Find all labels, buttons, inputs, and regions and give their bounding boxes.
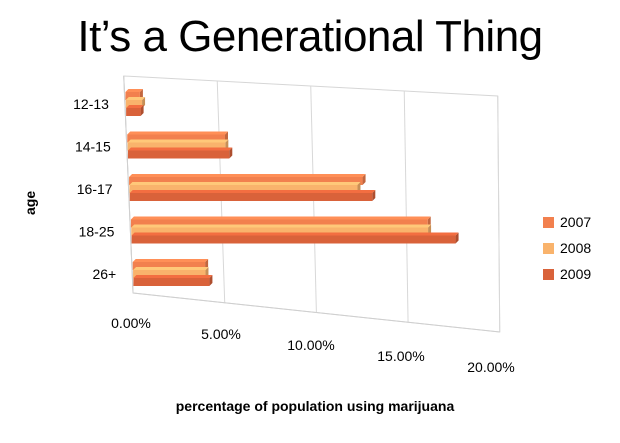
bar-side-16-17-2007 (362, 174, 366, 185)
bar-26+-2007 (132, 262, 206, 270)
bar-26+-2009 (133, 278, 210, 286)
bar-18-25-2007 (130, 219, 428, 228)
x-tick-label: 5.00% (201, 326, 241, 342)
legend-label-2008: 2008 (560, 240, 592, 256)
bar-side-12-13-2009 (140, 105, 144, 116)
legend-swatch-2007 (543, 216, 554, 228)
bar-top-12-13-2007 (125, 89, 143, 92)
bar-top-16-17-2008 (129, 182, 361, 185)
bar-top-18-25-2009 (131, 232, 459, 236)
x-tick-label: 10.00% (287, 337, 334, 353)
gridline-x (403, 90, 409, 323)
legend-label-2009: 2009 (560, 266, 592, 282)
bar-top-18-25-2008 (131, 224, 432, 228)
bar-12-13-2009 (126, 108, 141, 116)
gridline-x (497, 95, 501, 333)
bar-26+-2008 (133, 270, 206, 278)
bar-top-18-25-2007 (130, 216, 431, 220)
y-tick-label: 16-17 (77, 181, 113, 197)
bar-side-18-25-2009 (455, 232, 459, 244)
legend-swatch-2009 (543, 268, 554, 280)
bar-side-14-15-2009 (229, 147, 233, 159)
bar-top-14-15-2009 (127, 147, 233, 151)
x-tick-label: 15.00% (377, 348, 424, 364)
bar-top-26+-2008 (133, 267, 209, 270)
bar-top-12-13-2009 (126, 105, 144, 108)
bar-14-15-2009 (127, 150, 230, 159)
bar-14-15-2008 (127, 142, 226, 151)
legend: 2007 2008 2009 (543, 209, 591, 287)
bar-18-25-2009 (131, 235, 456, 244)
bar-16-17-2007 (129, 177, 363, 185)
x-axis-line (132, 292, 500, 333)
y-tick-label: 26+ (92, 266, 116, 282)
chart-title: It’s a Generational Thing (77, 12, 543, 61)
bar-12-13-2007 (125, 92, 140, 100)
y-axis-label: age (22, 190, 38, 215)
x-axis-label: percentage of population using marijuana (175, 398, 455, 414)
bar-top-16-17-2007 (129, 174, 366, 177)
bar-16-17-2009 (129, 193, 373, 201)
bar-top-26+-2009 (133, 275, 213, 278)
legend-swatch-2008 (543, 242, 554, 254)
bar-16-17-2008 (129, 185, 358, 193)
bar-side-26+-2009 (209, 275, 213, 286)
bar-18-25-2008 (131, 227, 429, 236)
bar-top-14-15-2008 (127, 139, 229, 143)
bar-side-16-17-2009 (372, 190, 376, 201)
legend-item-2009: 2009 (543, 261, 591, 287)
x-tick-label: 0.00% (111, 315, 151, 331)
bar-top-16-17-2009 (129, 190, 376, 193)
legend-item-2007: 2007 (543, 209, 591, 235)
bar-top-26+-2007 (132, 259, 209, 262)
bar-top-14-15-2007 (127, 131, 228, 135)
bar-14-15-2007 (127, 134, 225, 143)
y-tick-label: 18-25 (79, 224, 115, 240)
legend-item-2008: 2008 (543, 235, 591, 261)
bar-top-12-13-2008 (125, 97, 146, 100)
x-tick-label: 20.00% (467, 359, 514, 375)
bar-12-13-2008 (125, 100, 143, 108)
y-axis-line (123, 75, 134, 294)
y-tick-label: 14-15 (75, 139, 111, 155)
legend-label-2007: 2007 (560, 214, 592, 230)
y-tick-label: 12-13 (73, 96, 109, 112)
